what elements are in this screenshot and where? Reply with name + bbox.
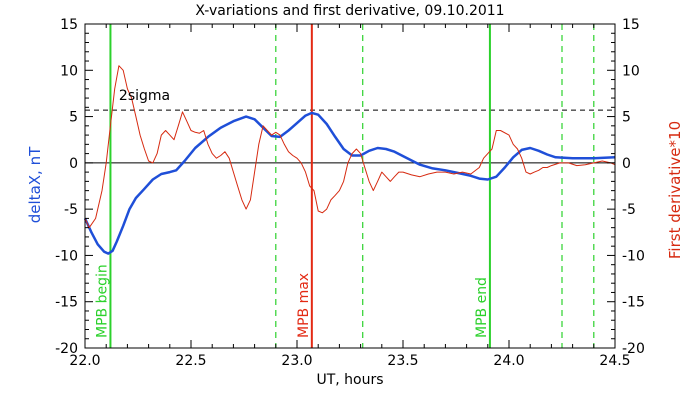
y-right-tick-label: 15 (622, 17, 640, 33)
plot-content: MPB begin MPB max MPB end (83, 24, 616, 348)
y-axis-right-ticks: -20 -15 -10 -5 0 5 10 15 (607, 17, 645, 357)
x-tick-label: 23.5 (387, 353, 418, 369)
y-right-tick-label: -15 (622, 295, 645, 311)
y-right-tick-label: 0 (622, 156, 631, 172)
threshold-label: 2sigma (119, 88, 170, 104)
y-left-tick-label: 15 (60, 17, 78, 33)
y-left-tick-label: -10 (55, 248, 78, 264)
y-left-tick-label: -15 (55, 295, 78, 311)
y-axis-right-label: First derivative*10 (666, 121, 684, 259)
y-right-tick-label: -10 (622, 248, 645, 264)
y-left-tick-label: 5 (69, 110, 78, 126)
chart-title: X-variations and first derivative, 09.10… (195, 3, 504, 19)
series-derivative (84, 65, 616, 229)
x-tick-label: 24.0 (493, 353, 524, 369)
series-deltaX (83, 111, 616, 255)
x-tick-label: 24.5 (599, 353, 630, 369)
y-left-tick-label: -20 (55, 341, 78, 357)
x-axis-label: UT, hours (316, 372, 383, 388)
y-right-tick-label: -5 (622, 202, 636, 218)
y-left-tick-label: 10 (60, 63, 78, 79)
y-left-tick-label: -5 (64, 202, 78, 218)
y-right-tick-label: 5 (622, 110, 631, 126)
y-axis-left-label: deltaX, nT (26, 146, 44, 223)
x-tick-label: 22.0 (69, 353, 100, 369)
y-right-tick-label: 10 (622, 63, 640, 79)
x-axis-ticks: 22.0 22.5 23.0 23.5 24.0 24.5 (69, 24, 631, 369)
y-axis-left-ticks: -20 -15 -10 -5 0 5 10 15 (55, 17, 93, 357)
marker-label-mpb_end: MPB end (474, 277, 490, 338)
y-right-tick-label: -20 (622, 341, 645, 357)
y-left-tick-label: 0 (69, 156, 78, 172)
marker-label-mpb_max: MPB max (296, 273, 312, 338)
marker-label-mpb_begin: MPB begin (94, 264, 110, 338)
plot-frame (84, 23, 616, 349)
x-tick-label: 22.5 (175, 353, 206, 369)
x-tick-label: 23.0 (281, 353, 312, 369)
